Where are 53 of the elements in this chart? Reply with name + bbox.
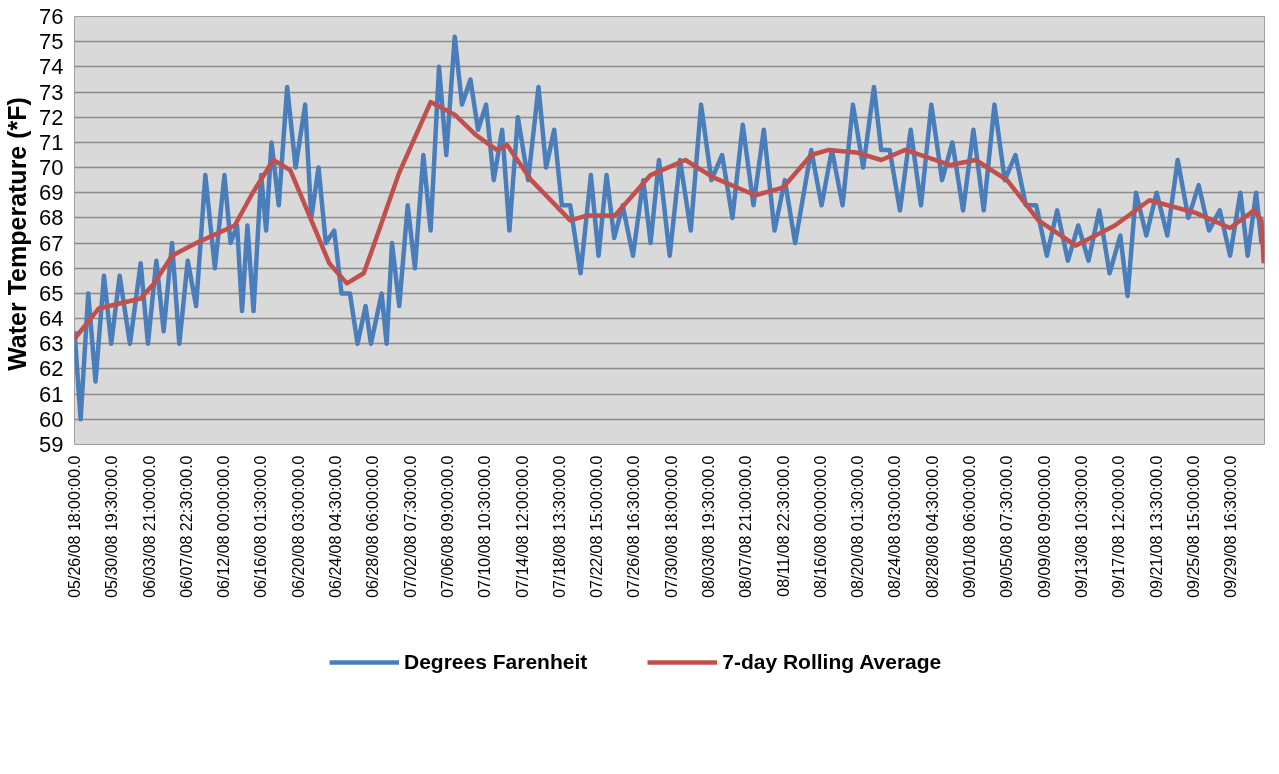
y-tick-label: 71 bbox=[39, 129, 64, 155]
x-tick-label: 06/20/08 03:00:00.0 bbox=[289, 455, 307, 598]
legend-label: 7-day Rolling Average bbox=[722, 650, 942, 674]
y-tick-label: 75 bbox=[39, 29, 64, 55]
y-axis-title: Water Temperature (*F) bbox=[3, 97, 32, 371]
y-tick-label: 72 bbox=[39, 104, 64, 130]
x-tick-label: 05/30/08 19:30:00.0 bbox=[103, 455, 121, 598]
y-tick-label: 62 bbox=[39, 356, 64, 382]
y-tick-label: 76 bbox=[39, 4, 64, 29]
x-tick-label: 07/06/08 09:00:00.0 bbox=[438, 455, 456, 598]
x-tick-label: 06/07/08 22:30:00.0 bbox=[177, 455, 195, 598]
x-tick-label: 08/16/08 00:00:00.0 bbox=[811, 455, 829, 598]
x-tick-label: 07/10/08 10:30:00.0 bbox=[476, 455, 494, 598]
x-tick-label: 08/28/08 04:30:00.0 bbox=[923, 455, 941, 598]
x-tick-label: 07/18/08 13:30:00.0 bbox=[550, 455, 568, 598]
x-tick-label: 08/20/08 01:30:00.0 bbox=[849, 455, 867, 598]
x-tick-label: 07/22/08 15:00:00.0 bbox=[588, 455, 606, 598]
x-tick-label: 08/07/08 21:00:00.0 bbox=[737, 455, 755, 598]
x-tick-label: 06/28/08 06:00:00.0 bbox=[364, 455, 382, 598]
x-tick-label: 06/03/08 21:00:00.0 bbox=[140, 455, 158, 598]
x-tick-label: 09/05/08 07:30:00.0 bbox=[998, 455, 1016, 598]
y-tick-label: 64 bbox=[39, 306, 64, 332]
x-tick-label: 09/17/08 12:00:00.0 bbox=[1110, 455, 1128, 598]
x-tick-label: 09/13/08 10:30:00.0 bbox=[1072, 455, 1090, 598]
x-tick-label: 09/29/08 16:30:00.0 bbox=[1222, 455, 1240, 598]
y-tick-label: 63 bbox=[39, 331, 64, 357]
x-tick-label: 06/24/08 04:30:00.0 bbox=[327, 455, 345, 598]
y-tick-label: 68 bbox=[39, 205, 64, 231]
x-tick-label: 07/14/08 12:00:00.0 bbox=[513, 455, 531, 598]
y-tick-label: 66 bbox=[39, 255, 64, 281]
x-tick-label: 07/02/08 07:30:00.0 bbox=[401, 455, 419, 598]
y-tick-label: 59 bbox=[39, 432, 64, 457]
y-tick-label: 60 bbox=[39, 406, 64, 432]
x-tick-label: 09/25/08 15:00:00.0 bbox=[1184, 455, 1202, 598]
y-tick-label: 61 bbox=[39, 381, 64, 407]
x-tick-label: 08/11/08 22:30:00.0 bbox=[774, 455, 792, 597]
x-tick-label: 07/30/08 18:00:00.0 bbox=[662, 455, 680, 598]
y-tick-label: 65 bbox=[39, 280, 64, 306]
x-tick-label: 06/12/08 00:00:00.0 bbox=[215, 455, 233, 598]
x-tick-label: 09/01/08 06:00:00.0 bbox=[961, 455, 979, 598]
legend-label: Degrees Farenheit bbox=[404, 650, 588, 674]
x-tick-label: 09/09/08 09:00:00.0 bbox=[1035, 455, 1053, 598]
x-tick-label: 05/26/08 18:00:00.0 bbox=[66, 455, 83, 598]
x-tick-label: 06/16/08 01:30:00.0 bbox=[252, 455, 270, 598]
y-tick-label: 69 bbox=[39, 180, 64, 206]
y-tick-label: 73 bbox=[39, 79, 64, 105]
x-tick-label: 08/24/08 03:00:00.0 bbox=[886, 455, 904, 598]
x-tick-label: 08/03/08 19:30:00.0 bbox=[700, 455, 718, 598]
x-tick-label: 07/26/08 16:30:00.0 bbox=[625, 455, 643, 598]
x-tick-label: 09/21/08 13:30:00.0 bbox=[1147, 455, 1165, 598]
y-tick-label: 70 bbox=[39, 155, 64, 181]
y-tick-label: 67 bbox=[39, 230, 64, 256]
y-tick-label: 74 bbox=[39, 54, 64, 80]
